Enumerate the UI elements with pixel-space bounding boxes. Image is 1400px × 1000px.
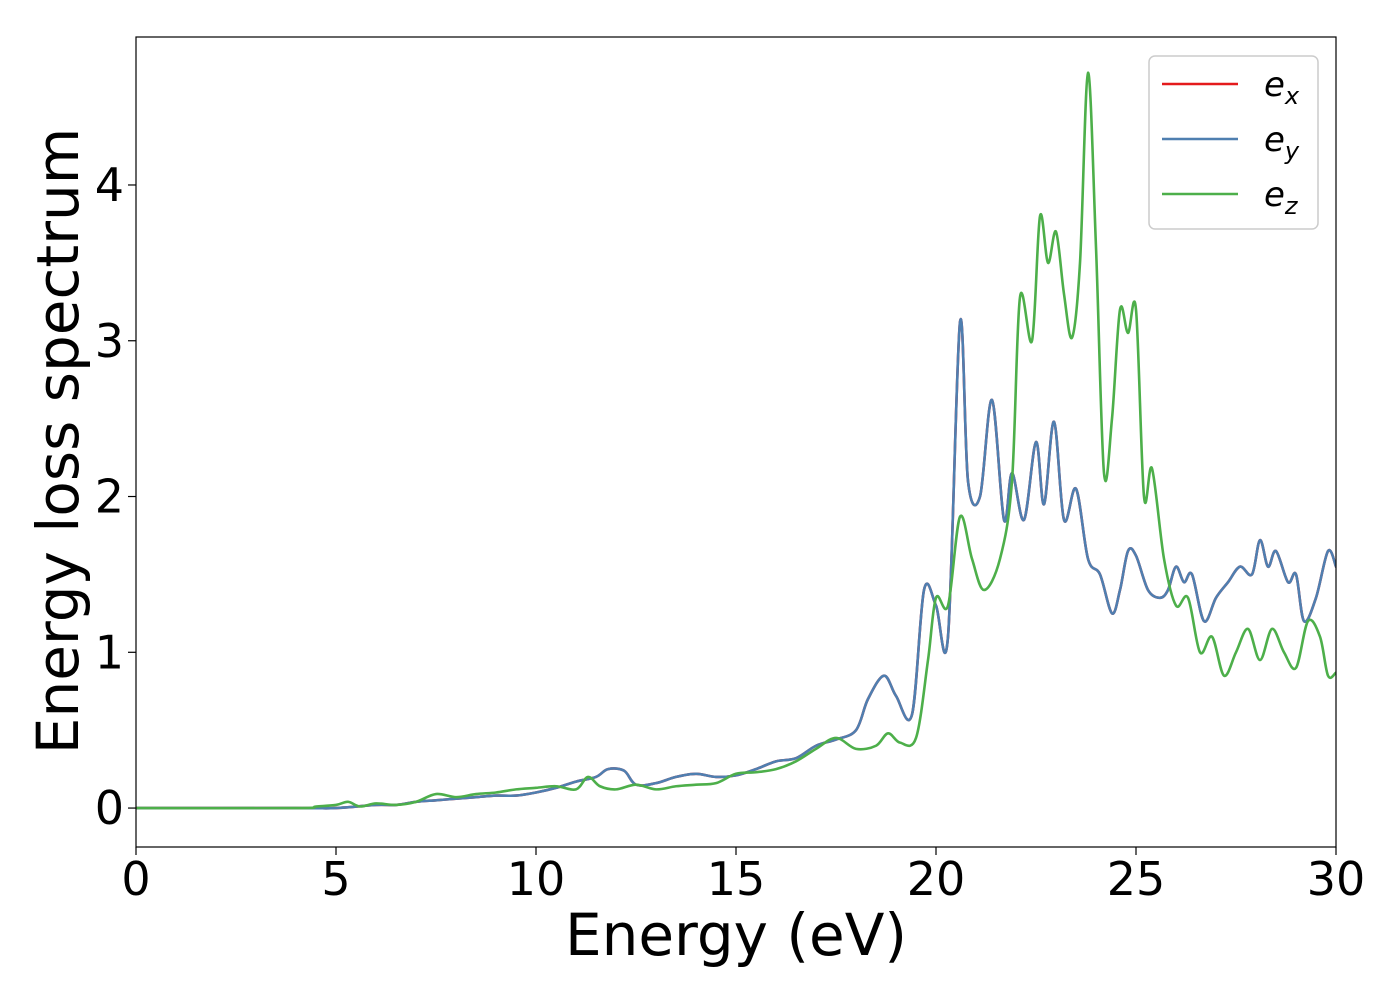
series-line-x (136, 317, 1336, 810)
x-tick-label: 25 (1107, 852, 1166, 906)
legend: ex ey ez (1148, 55, 1319, 230)
legend-box (1148, 55, 1319, 230)
y-axis-ticks: 0 1 2 3 4 (95, 158, 136, 835)
x-tick-label: 30 (1307, 852, 1366, 906)
x-tick-label: 5 (321, 852, 350, 906)
y-tick-label: 0 (95, 781, 124, 835)
legend-label-y: ey (1264, 120, 1300, 165)
legend-label-x: ex (1264, 65, 1300, 110)
x-axis-ticks: 0 5 10 15 20 25 30 (121, 847, 1365, 906)
y-tick-label: 1 (95, 625, 124, 679)
y-axis-title: Energy loss spectrum (24, 128, 92, 754)
legend-label-z: ez (1264, 175, 1299, 220)
x-tick-label: 20 (907, 852, 966, 906)
legend-items: ex ey ez (1162, 65, 1300, 220)
x-tick-label: 15 (707, 852, 766, 906)
series-layer (136, 71, 1336, 810)
x-tick-label: 0 (121, 852, 150, 906)
series-line-y (136, 317, 1336, 810)
y-tick-label: 2 (95, 470, 124, 524)
series-line-z (136, 71, 1336, 810)
y-tick-label: 3 (95, 314, 124, 368)
x-axis-title: Energy (eV) (565, 901, 907, 969)
y-tick-label: 4 (95, 158, 124, 212)
x-tick-label: 10 (507, 852, 566, 906)
